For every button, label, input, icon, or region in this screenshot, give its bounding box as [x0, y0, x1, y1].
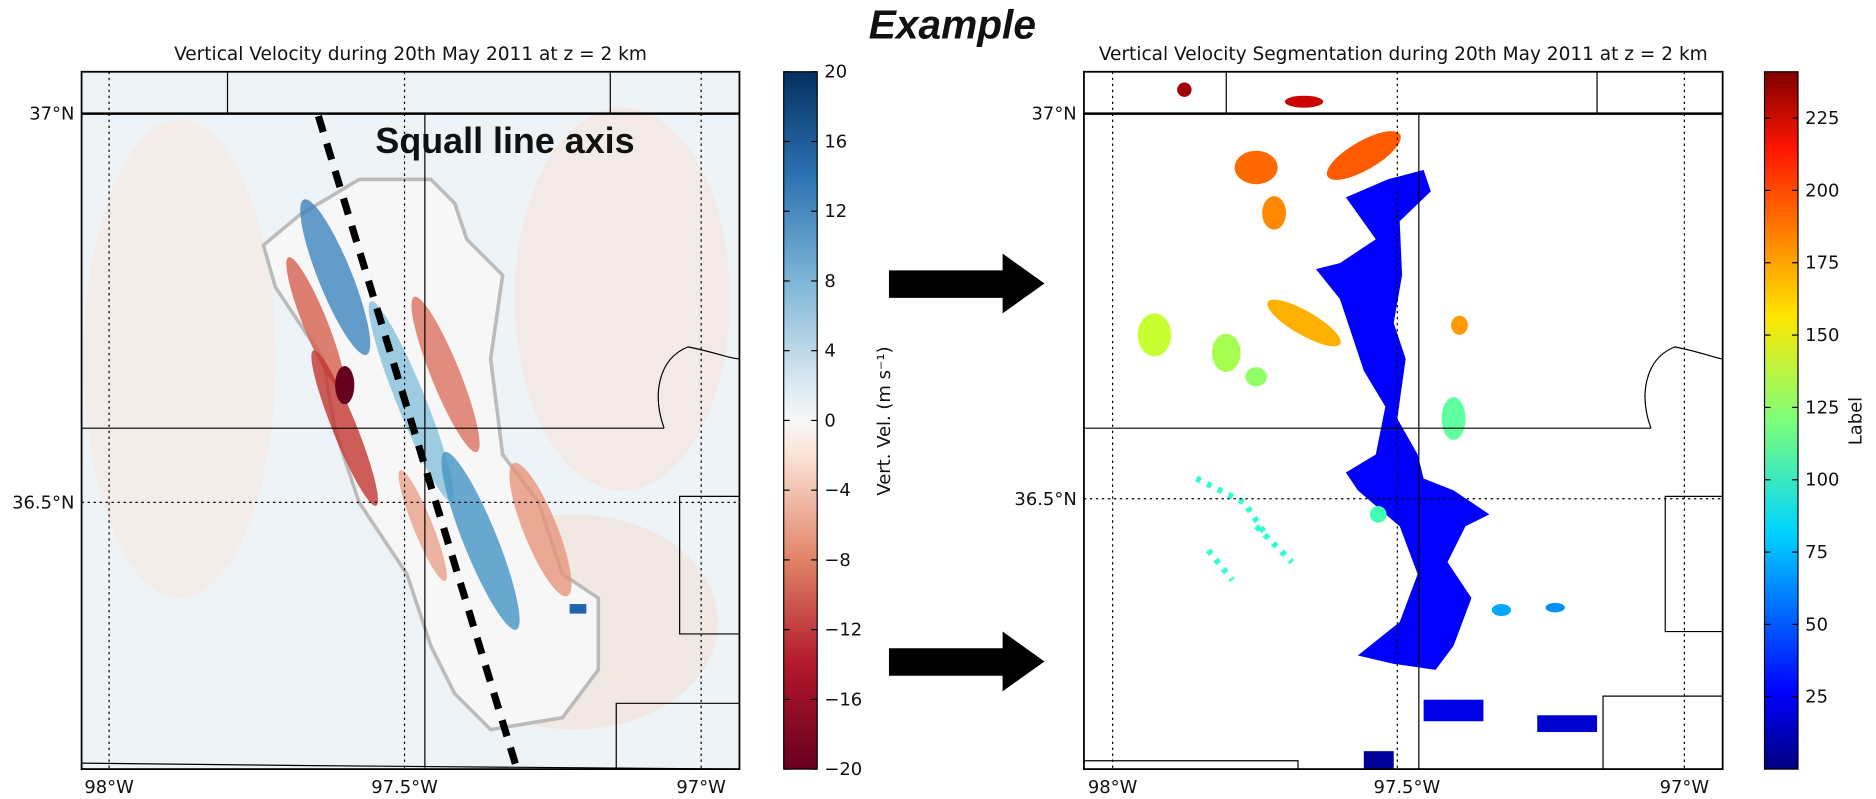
colorbar-tick-label: 175: [1805, 253, 1839, 274]
annotation: Squall line axis: [375, 121, 634, 161]
colorbar-tick-label: 20: [824, 62, 847, 83]
y-tick-label: 36.5°N: [12, 492, 74, 513]
arrow: [888, 631, 1045, 692]
x-tick-label: 98°W: [84, 777, 134, 798]
x-tick-label: 97°W: [1660, 777, 1710, 798]
panel-title: Vertical Velocity during 20th May 2011 a…: [174, 44, 647, 65]
colorbar-tick-label: 200: [1805, 180, 1839, 201]
colorbar-tick-label: −12: [824, 620, 862, 641]
colorbar-tick-label: 100: [1805, 470, 1839, 491]
figure-title: Example: [869, 1, 1036, 47]
segmentation-map: [1083, 71, 1723, 770]
colorbar-tick-label: 50: [1805, 614, 1828, 635]
colorbar-tick-label: 8: [824, 271, 835, 292]
colorbar-tick-label: 12: [824, 201, 847, 222]
colorbar-tick-label: 25: [1805, 687, 1828, 708]
panel-title: Vertical Velocity Segmentation during 20…: [1099, 44, 1708, 65]
x-tick-label: 97.5°W: [1374, 777, 1441, 798]
colorbar-tick-label: 0: [824, 410, 835, 431]
y-tick-label: 37°N: [29, 104, 74, 125]
y-tick-label: 36.5°N: [1014, 489, 1076, 510]
colorbar-tick-label: 75: [1805, 542, 1828, 563]
colorbar-tick-label: 16: [824, 131, 847, 152]
arrow: [888, 253, 1045, 314]
colorbar-tick-label: −16: [824, 689, 862, 710]
x-tick-label: 97.5°W: [371, 777, 438, 798]
x-tick-label: 98°W: [1088, 777, 1138, 798]
colorbar-tick-label: −8: [824, 550, 850, 571]
colorbar-tick-label: −20: [824, 759, 862, 780]
velocity-map: [81, 71, 740, 770]
colorbar-label: Label: [1845, 397, 1866, 445]
colorbar-tick-label: −4: [824, 480, 850, 501]
y-tick-label: 37°N: [1032, 104, 1077, 125]
x-tick-label: 97°W: [676, 777, 726, 798]
colorbar-tick-label: 225: [1805, 108, 1839, 129]
colorbar-label: Vert. Vel. (m s⁻¹): [874, 346, 895, 495]
colorbar-tick-label: 125: [1805, 397, 1839, 418]
colorbar-tick-label: 150: [1805, 325, 1839, 346]
colorbar: [1763, 71, 1799, 770]
colorbar-tick-label: 4: [824, 341, 835, 362]
